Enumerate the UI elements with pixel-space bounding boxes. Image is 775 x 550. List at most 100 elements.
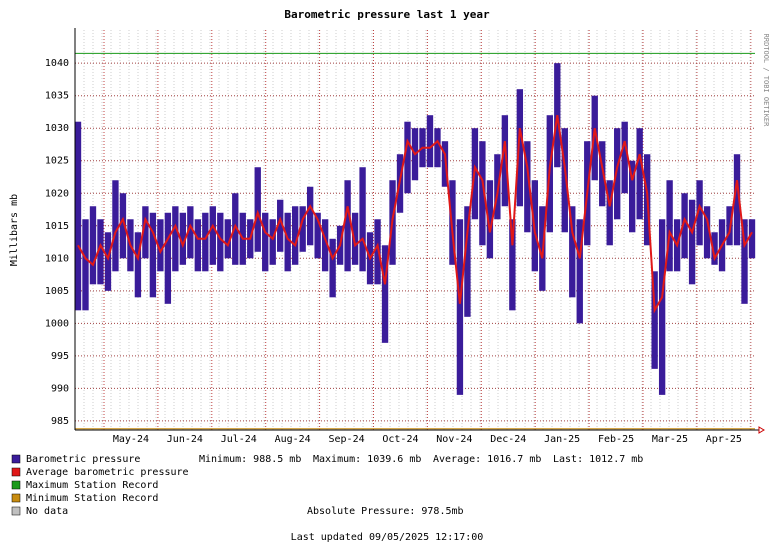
range-bar	[104, 232, 112, 291]
range-bar	[636, 128, 643, 220]
absolute-pressure: Absolute Pressure: 978.5mb	[307, 506, 464, 517]
range-bar	[688, 199, 696, 285]
range-bar	[269, 219, 276, 265]
range-bar	[733, 154, 741, 246]
y-tick-label: 985	[51, 416, 69, 427]
range-bar	[149, 212, 157, 298]
range-bar	[426, 115, 434, 168]
legend-label: Average barometric pressure	[26, 467, 189, 478]
y-tick-label: 990	[51, 383, 69, 394]
chart-title: Barometric pressure last 1 year	[284, 8, 490, 21]
range-bar	[164, 212, 172, 304]
y-axis-label: Millibars mb	[9, 194, 20, 266]
range-bar	[306, 186, 314, 246]
range-bar	[157, 219, 164, 272]
range-bar	[629, 160, 636, 233]
range-bar	[711, 232, 718, 265]
range-bar	[194, 219, 201, 272]
range-bar	[299, 206, 306, 252]
x-tick-label: Sep-24	[328, 434, 364, 445]
side-label: RRDTOOL / TOBI OETIKER	[762, 34, 770, 128]
range-bar	[179, 212, 187, 265]
range-bar	[621, 121, 628, 194]
legend-swatch	[11, 506, 21, 516]
range-bar	[134, 232, 142, 298]
stat-last: Last: 1012.7 mb	[553, 454, 643, 465]
y-tick-label: 995	[51, 351, 69, 362]
range-bar	[666, 180, 673, 272]
y-tick-label: 1015	[45, 221, 69, 232]
range-bar	[97, 219, 104, 285]
range-bar	[254, 167, 261, 252]
x-tick-label: Dec-24	[490, 434, 526, 445]
legend-swatch	[11, 467, 21, 477]
x-tick-label: Jul-24	[221, 434, 257, 445]
range-bar	[277, 199, 284, 252]
y-tick-label: 1005	[45, 286, 69, 297]
range-bar	[591, 95, 598, 181]
legend-swatch	[11, 454, 21, 464]
range-bar	[464, 206, 471, 317]
y-tick-label: 1035	[45, 91, 69, 102]
range-bar	[681, 193, 688, 259]
range-bar	[82, 219, 89, 311]
stat-min: Minimum: 988.5 mb	[199, 454, 301, 465]
y-tick-label: 1030	[45, 123, 69, 134]
range-bar	[456, 219, 464, 395]
legend-swatch	[11, 493, 21, 503]
range-bar	[516, 89, 524, 207]
range-bar	[501, 115, 509, 207]
range-bar	[142, 206, 149, 259]
range-bar	[202, 212, 209, 272]
x-tick-label: May-24	[113, 434, 149, 445]
x-tick-label: Apr-25	[706, 434, 742, 445]
y-tick-label: 1000	[45, 318, 69, 329]
range-bar	[209, 206, 216, 265]
axis-arrow	[758, 426, 765, 434]
x-tick-label: Aug-24	[275, 434, 311, 445]
range-bar	[351, 212, 359, 265]
range-bar	[74, 121, 82, 311]
x-tick-label: Jan-25	[544, 434, 580, 445]
range-bar	[374, 219, 381, 285]
y-tick-label: 1040	[45, 58, 69, 69]
range-bar	[479, 141, 486, 246]
range-bar	[703, 206, 711, 259]
stat-avg: Average: 1016.7 mb	[433, 454, 541, 465]
range-bar	[614, 128, 621, 220]
legend-label: Maximum Station Record	[26, 480, 158, 491]
x-tick-label: Jun-24	[167, 434, 203, 445]
legend-label: Barometric pressure	[26, 454, 140, 465]
y-tick-label: 1025	[45, 156, 69, 167]
range-bar	[404, 121, 411, 194]
x-tick-label: Oct-24	[382, 434, 418, 445]
range-bar	[314, 212, 321, 259]
range-bar	[381, 245, 389, 343]
stat-max: Maximum: 1039.6 mb	[313, 454, 421, 465]
range-bar	[284, 212, 291, 272]
range-bar	[599, 141, 606, 207]
y-tick-label: 1010	[45, 253, 69, 264]
range-bar	[329, 238, 336, 298]
legend-label: No data	[26, 506, 68, 517]
range-bar	[748, 219, 756, 259]
x-tick-label: Nov-24	[436, 434, 472, 445]
range-bar	[172, 206, 179, 272]
range-bar	[696, 180, 703, 246]
range-bar	[232, 193, 239, 265]
range-bar	[651, 271, 658, 369]
range-bar	[359, 167, 366, 272]
range-bar	[262, 212, 269, 272]
range-bar	[524, 141, 531, 233]
legend-label: Minimum Station Record	[26, 493, 158, 504]
range-bar	[561, 128, 568, 233]
range-bar	[576, 219, 583, 324]
range-bar	[741, 219, 748, 304]
range-bar	[187, 206, 194, 259]
y-tick-label: 1020	[45, 188, 69, 199]
range-bar	[509, 219, 516, 311]
range-bar	[569, 206, 576, 298]
range-bar	[112, 180, 119, 272]
